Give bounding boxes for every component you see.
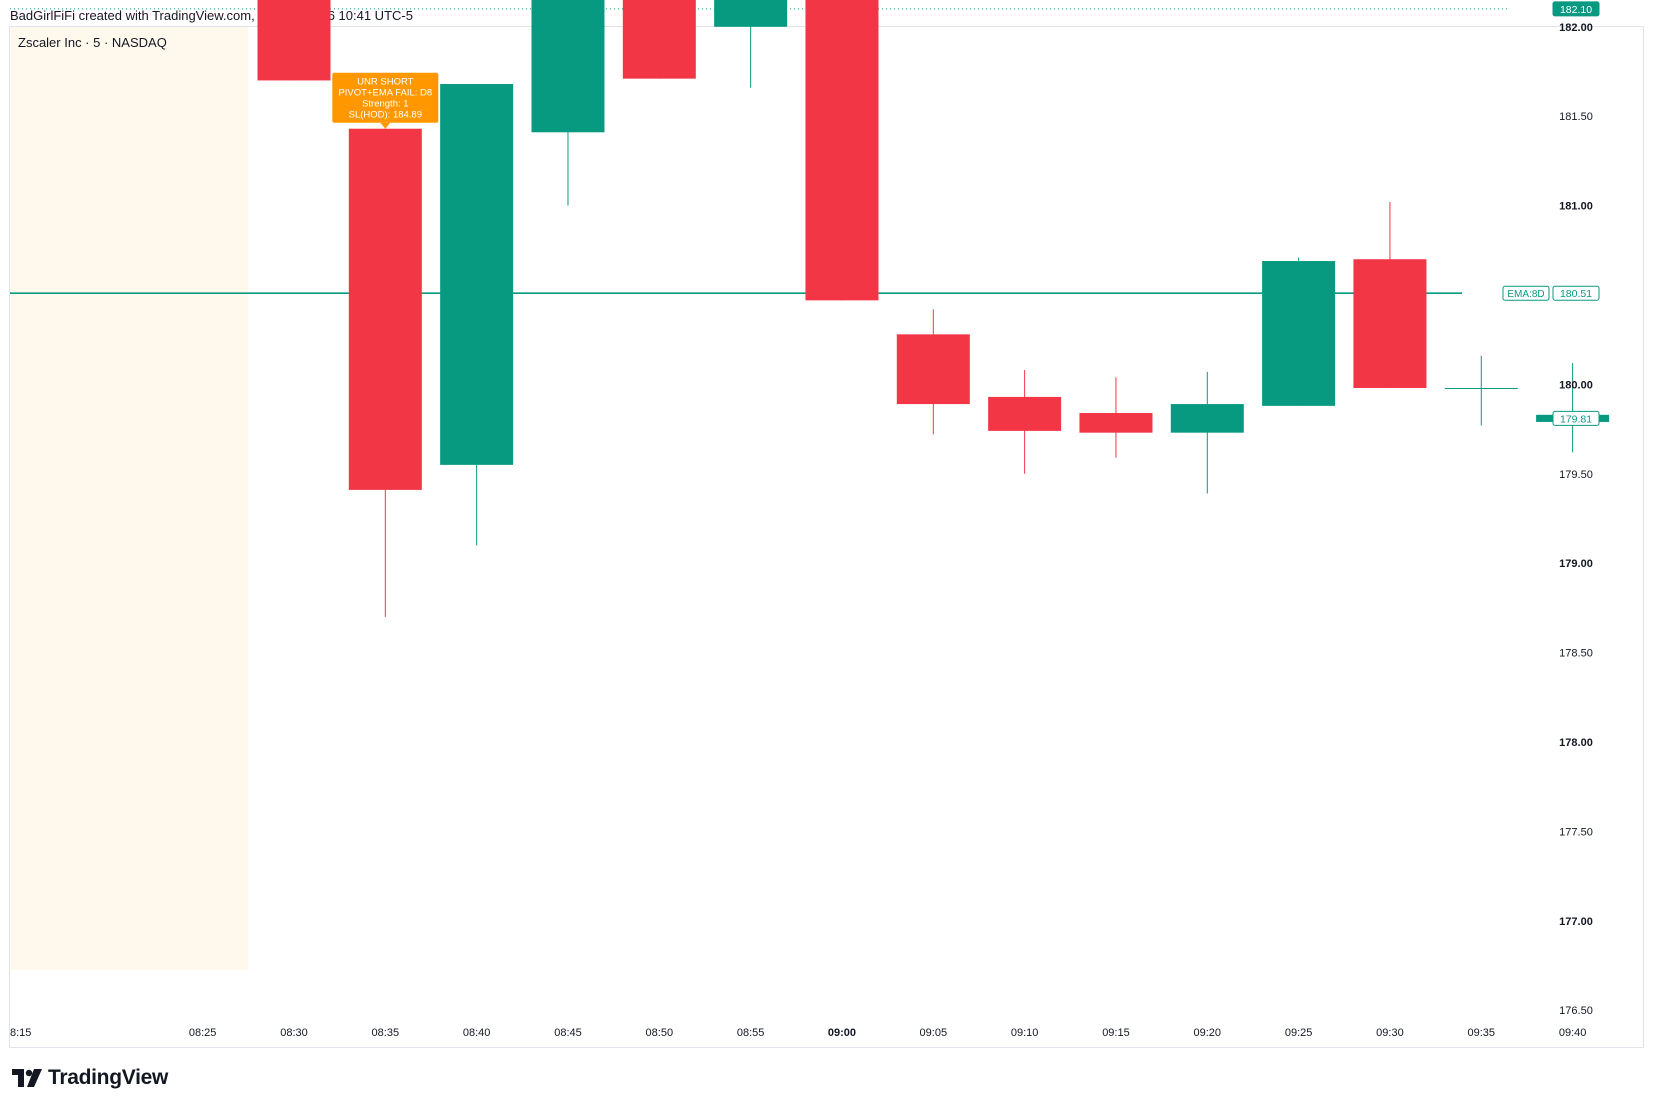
candle [805,0,879,301]
candle [622,0,696,79]
time-axis[interactable]: 8:15 08:25 08:30 08:35 08:40 08:45 08:50 08:55 0… [10,1027,1586,1039]
price-axis[interactable]: 176.00176.50177.00177.50178.00178.50179.… [1502,0,1600,1060]
candle-body [622,0,696,79]
candle-body [896,334,970,405]
annotation-text: PIVOT+EMA FAIL: D8 [338,88,432,99]
candle-body [1079,413,1153,433]
price-tick-label: 181.50 [1559,111,1593,123]
tradingview-logo: TradingView [12,1066,168,1090]
time-tick-label: 09:15 [1102,1027,1130,1039]
ema-tag: 180.51 EMA:8D [1502,285,1600,301]
time-tick-label: 09:20 [1194,1027,1222,1039]
ema-tag-name-box [1502,285,1550,301]
candle [257,0,331,81]
candles-layer [257,0,1610,617]
time-tick-label: 09:25 [1285,1027,1313,1039]
time-tick-label: 09:05 [920,1027,948,1039]
price-tick-label: 176.50 [1559,1005,1593,1017]
annotation-pointer [380,122,391,129]
session-shading [10,27,249,970]
price-tick-label: 177.50 [1559,826,1593,838]
candle-body [348,128,422,490]
time-tick-label: 09:40 [1559,1027,1587,1039]
current-price-tag-box [1552,1,1600,17]
candle [1353,202,1427,388]
candle [531,0,605,206]
last-price-tag-text: 179.81 [1560,413,1592,425]
candle [988,370,1062,474]
time-tick-label: 08:40 [463,1027,491,1039]
price-tick-label: 181.00 [1559,201,1593,213]
candle-body [440,84,514,465]
time-tick-label: 08:30 [280,1027,308,1039]
tradingview-logo-icon [12,1069,42,1087]
candle-body [805,0,879,301]
time-tick-label: 09:35 [1468,1027,1496,1039]
time-tick-label: 08:55 [737,1027,765,1039]
time-tick-label: 08:25 [189,1027,217,1039]
candle [1536,362,1610,453]
time-tick-label: 8:15 [10,1027,31,1039]
candle [1170,371,1244,494]
candle-body [257,0,331,81]
candle-body [1444,387,1518,389]
time-tick-label: 09:30 [1376,1027,1404,1039]
price-tick-label: 178.50 [1559,648,1593,660]
ema-tag-text: 180.51 [1560,288,1592,300]
candle [1079,377,1153,458]
candle-body [1353,259,1427,388]
candle-body [1262,261,1336,406]
last-price-tag-box [1552,410,1600,426]
price-tick-label: 177.00 [1559,916,1593,928]
annotation-box [332,72,439,123]
candle-body [531,0,605,133]
candle [1262,257,1336,406]
current-price-tag-text: 182.10 [1560,4,1592,16]
time-tick-label: 08:50 [646,1027,674,1039]
price-tick-label: 180.00 [1559,379,1593,391]
ema-tag-name: EMA:8D [1507,289,1544,300]
price-tick-label: 178.00 [1559,737,1593,749]
candle [1444,355,1518,426]
annotation-text: UNR SHORT [357,77,413,88]
candle [896,309,970,435]
time-tick-label: 08:45 [554,1027,582,1039]
time-tick-label: 09:10 [1011,1027,1039,1039]
ema-tag-box [1552,285,1600,301]
candle [440,84,514,546]
price-tick-label: 182.00 [1559,22,1593,34]
last-price-tag: 179.81 [1552,410,1600,426]
candle-body [714,0,788,27]
candle-body [1170,404,1244,433]
annotation-text: SL(HOD): 184.89 [349,110,422,121]
candle [714,0,788,88]
price-tick-label: 179.50 [1559,469,1593,481]
tradingview-logo-text: TradingView [48,1066,169,1089]
price-tick-label: 179.00 [1559,558,1593,570]
time-tick-label: 09:00 [828,1027,856,1039]
candle [348,128,422,617]
annotation-text: Strength: 1 [362,99,408,110]
time-tick-label: 08:35 [372,1027,400,1039]
current-price-tag: 182.10 [1552,1,1600,17]
candle-body [988,396,1062,431]
chart-title: Zscaler Inc · 5 · NASDAQ [18,35,167,50]
